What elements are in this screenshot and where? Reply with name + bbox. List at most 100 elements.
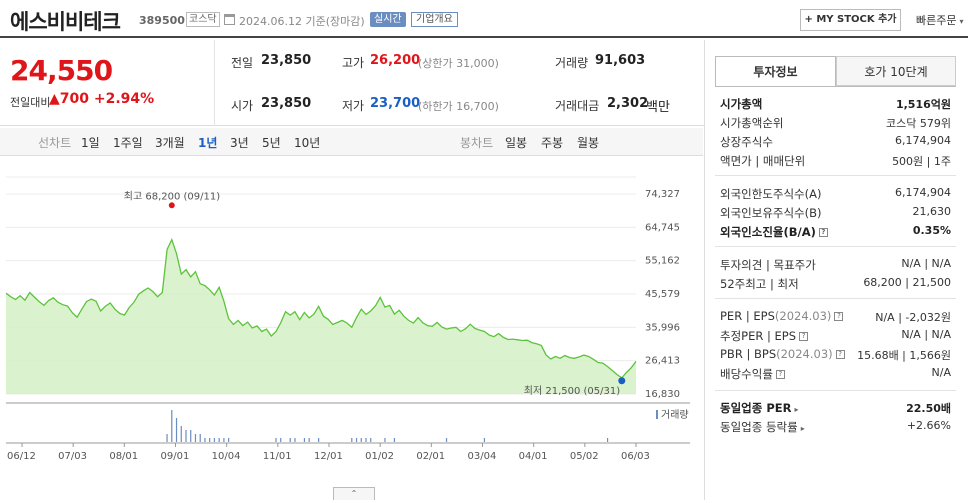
tab-5y[interactable]: 5년 [262, 136, 281, 150]
help-icon[interactable]: ? [775, 370, 785, 379]
per-row: PER | EPS(2024.03)? [720, 309, 844, 323]
tab-3m[interactable]: 3개월 [155, 136, 185, 150]
y-tick-label: 26,413 [645, 356, 680, 367]
tab-10y[interactable]: 10년 [294, 136, 321, 150]
tab-1y[interactable]: 1년 [198, 136, 218, 150]
tab-orderbook[interactable]: 호가 10단계 [836, 56, 956, 86]
upper-limit: (상한가 31,000) [418, 57, 499, 70]
prev-close-label: 전일 [231, 56, 254, 70]
sector-chg-value: +2.66% [906, 419, 951, 432]
y-tick-label: 16,830 [645, 389, 680, 400]
tab-1w[interactable]: 1주일 [113, 136, 143, 150]
foreign-hold-label: 외국인보유주식수(B) [720, 206, 822, 220]
chevron-right-icon: ▸ [794, 405, 799, 414]
tab-3y[interactable]: 3년 [230, 136, 249, 150]
change-label: 전일대비 [10, 96, 51, 109]
volume-bar [303, 438, 306, 442]
volume-bar [318, 438, 320, 442]
volume-bar [175, 418, 178, 442]
volume-bar [275, 438, 277, 442]
per-label: PER | EPS [720, 309, 775, 323]
x-tick-label: 06/12 [7, 451, 36, 462]
date-value: 2024.06.12 [239, 15, 302, 28]
volume-bar [294, 438, 296, 442]
volume-bar [228, 438, 230, 442]
price-line [5, 237, 637, 379]
amount-label: 거래대금 [555, 99, 600, 113]
separator [715, 298, 956, 299]
price-chart: 74,327 64,745 55,162 45,579 35,996 26,413 16,8… [0, 157, 703, 500]
amount-value: 2,302 [607, 96, 649, 111]
sector-chg-row[interactable]: 동일업종 등락률 ▸ [720, 419, 805, 435]
market-cap-rank-label: 시가총액순위 [720, 116, 784, 130]
x-tick-label: 11/01 [263, 451, 292, 462]
add-mystock-button[interactable]: + MY STOCK 추가 [800, 9, 901, 31]
low-annotation: 최저 21,500 (05/31) [524, 385, 620, 397]
x-tick-label: 06/03 [621, 451, 650, 462]
volume-bar [166, 434, 168, 442]
foreign-limit-value: 6,174,904 [895, 186, 951, 199]
high-annotation: 최고 68,200 (09/11) [124, 190, 220, 202]
stock-code: 389500 [139, 14, 185, 27]
volume-bar [370, 438, 372, 442]
volume-legend: 거래량 [661, 409, 689, 421]
chart-tab-bar: 선차트 1일 1주일 3개월 1년 3년 5년 10년 봉차트 일봉 주봉 월봉 [0, 128, 703, 156]
y-tick-label: 74,327 [645, 189, 680, 200]
candle-chart-label: 봉차트 [460, 136, 494, 150]
volume-bar [393, 438, 396, 442]
high-label: 고가 [342, 56, 365, 70]
help-icon[interactable]: ? [799, 332, 809, 341]
market-cap-value: 1,516억원 [895, 98, 951, 111]
current-price: 24,550 [10, 54, 113, 87]
volume-bar [360, 438, 362, 442]
volume-bar [445, 438, 448, 442]
div-row: 배당수익률? [720, 366, 785, 382]
x-tick-label: 08/01 [109, 451, 138, 462]
quick-order-label: 빠른주문 [916, 14, 957, 27]
amount-unit: 백만 [646, 100, 670, 115]
foreign-rate-value: 0.35% [912, 224, 951, 237]
collapse-chevron-up-icon[interactable]: ⌃ [333, 487, 375, 500]
open-value: 23,850 [261, 96, 312, 111]
x-tick-label: 05/02 [570, 451, 599, 462]
volume-bar [365, 438, 367, 442]
low-label: 저가 [342, 99, 365, 113]
divider [214, 40, 215, 126]
help-icon[interactable]: ? [818, 228, 828, 237]
volume-bar [351, 438, 353, 442]
tab-1d[interactable]: 1일 [81, 136, 100, 150]
volume-bar [209, 438, 211, 442]
volume-bars [166, 410, 609, 442]
sector-per-label: 동일업종 PER [720, 401, 792, 415]
chevron-right-icon: ▸ [800, 424, 805, 433]
sector-chg-label: 동일업종 등락률 [720, 420, 798, 434]
volume-bar [194, 434, 197, 442]
tab-monthly[interactable]: 월봉 [577, 136, 600, 150]
volume-bar [185, 430, 187, 442]
tab-weekly[interactable]: 주봉 [541, 136, 564, 150]
price-area [6, 239, 636, 394]
volume-legend-swatch [656, 410, 658, 419]
volume-bar [223, 438, 225, 442]
low-value: 23,700 [370, 96, 421, 111]
company-name: 에스비비테크 [10, 10, 121, 34]
pbr-date: (2024.03) [776, 347, 833, 361]
help-icon[interactable]: ? [834, 312, 844, 321]
realtime-button[interactable]: 실시간 [370, 12, 406, 27]
x-axis: 06/12 07/03 08/01 09/01 10/04 11/01 12/01 01/02… [7, 443, 650, 462]
volume-bar [308, 438, 310, 442]
tab-invest-info[interactable]: 투자정보 [715, 56, 836, 86]
help-icon[interactable]: ? [835, 350, 845, 359]
tab-daily[interactable]: 일봉 [505, 136, 528, 150]
company-info-button[interactable]: 기업개요 [411, 12, 458, 27]
volume-bar [355, 438, 358, 442]
volume-bar [483, 438, 486, 442]
div-label: 배당수익률 [720, 367, 773, 381]
div-value: N/A [931, 366, 951, 379]
calendar-icon [224, 14, 235, 25]
per-date: (2024.03) [774, 309, 832, 323]
quick-order-button[interactable]: 빠른주문 ▾ [916, 12, 964, 28]
sector-per-row[interactable]: 동일업종 PER ▸ [720, 400, 798, 416]
volume-bar [218, 438, 220, 442]
est-per-label: 추정PER | EPS [720, 329, 797, 343]
